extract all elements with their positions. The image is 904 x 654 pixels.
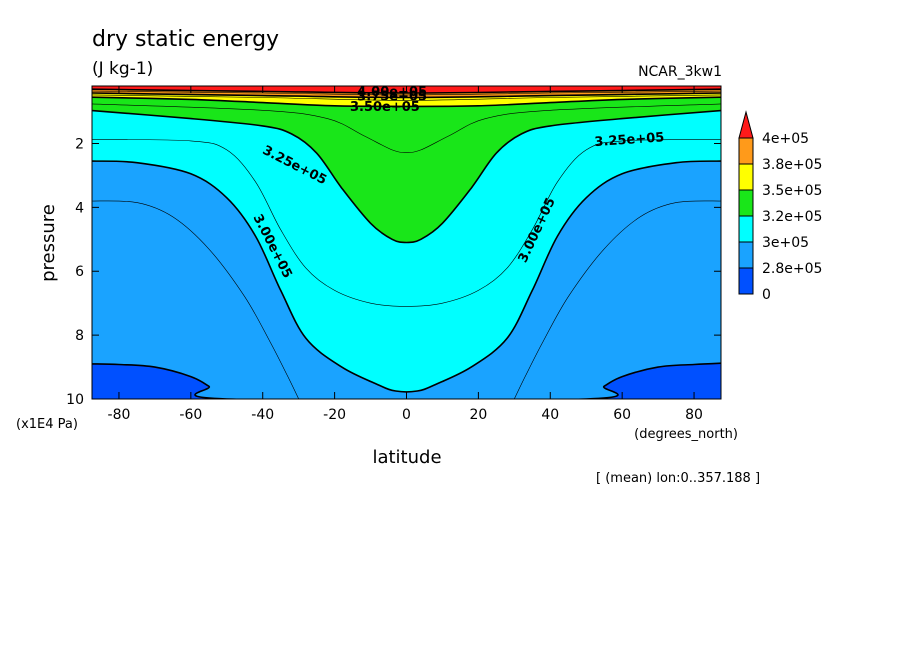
contour-line-375000 xyxy=(92,92,721,99)
y-tick-label: 10 xyxy=(66,392,84,408)
x-axis-ticks: -80 -60 -40 -20 0 20 40 60 80 xyxy=(108,86,703,423)
colorbar-label: 3.8e+05 xyxy=(762,157,822,173)
contour-label: 3.50e+05 xyxy=(350,100,420,115)
band-275000 xyxy=(92,363,721,399)
contour-thin-312500 xyxy=(92,139,721,307)
colorbar-segment xyxy=(738,137,754,165)
y-tick-label: 8 xyxy=(75,328,84,344)
contour-lines xyxy=(92,88,721,399)
contour-label-text: 3.50e+05 xyxy=(350,100,420,115)
contour-thin-287500 xyxy=(92,200,299,399)
contour-label-text: 3.75e+05 xyxy=(357,90,427,105)
contour-line-275000 xyxy=(92,362,721,399)
contour-fills xyxy=(92,86,721,399)
x-tick-label: 80 xyxy=(685,407,703,423)
footnote: [ (mean) lon:0..357.188 ] xyxy=(596,471,760,486)
x-tick-label: -60 xyxy=(179,407,202,423)
contour-label: 4.00e+05 xyxy=(357,85,427,100)
band-325000 xyxy=(92,86,721,243)
y-axis-ticks: 2 4 6 8 10 xyxy=(66,136,721,408)
experiment-label: NCAR_3kw1 xyxy=(638,64,722,80)
y-tick-label: 4 xyxy=(75,200,84,216)
chart-title: dry static energy xyxy=(92,27,279,52)
x-tick-label: 0 xyxy=(402,407,411,423)
colorbar-segment xyxy=(738,241,754,269)
colorbar-label: 3.5e+05 xyxy=(762,183,822,199)
colorbar-label: 2.8e+05 xyxy=(762,261,822,277)
x-tick-label: -20 xyxy=(323,407,346,423)
y-tick-label: 2 xyxy=(75,136,84,152)
contour-thin-287500 xyxy=(514,200,721,399)
colorbar: 4e+05 3.8e+05 3.5e+05 3.2e+05 3e+05 2.8e+05 0 xyxy=(738,110,822,303)
colorbar-segment xyxy=(738,215,754,243)
contour-thin-387500 xyxy=(92,90,721,96)
x-tick-label: -80 xyxy=(108,407,131,423)
x-axis-label: latitude xyxy=(372,447,441,468)
contour-label: 3.75e+05 xyxy=(357,90,427,105)
colorbar-overflow xyxy=(738,110,754,139)
colorbar-segment xyxy=(738,267,754,295)
contour-line-350000 xyxy=(92,96,721,108)
contour-label-text: 3.25e+05 xyxy=(594,130,665,150)
colorbar-label: 0 xyxy=(762,287,771,303)
y-axis-units: (x1E4 Pa) xyxy=(16,417,78,432)
chart-units: (J kg-1) xyxy=(92,59,153,79)
contour-thin-362500 xyxy=(92,94,721,101)
contour-line-300000 xyxy=(92,160,721,393)
plot-area: 4.00e+053.75e+053.50e+053.25e+053.25e+05… xyxy=(91,85,722,400)
contour-thin-337500 xyxy=(92,103,721,153)
contour-label: 3.25e+05 xyxy=(594,130,665,150)
x-tick-label: 20 xyxy=(469,407,487,423)
colorbar-label: 4e+05 xyxy=(762,131,809,147)
colorbar-label: 3e+05 xyxy=(762,235,809,251)
contour-label-text: 4.00e+05 xyxy=(357,85,427,100)
contour-line-325000 xyxy=(92,109,721,244)
x-tick-label: -40 xyxy=(251,407,274,423)
x-tick-label: 60 xyxy=(613,407,631,423)
colorbar-label: 3.2e+05 xyxy=(762,209,822,225)
x-axis-units: (degrees_north) xyxy=(634,427,738,442)
y-axis-label: pressure xyxy=(38,204,59,282)
y-tick-label: 6 xyxy=(75,264,84,280)
colorbar-segment xyxy=(738,189,754,217)
x-tick-label: 40 xyxy=(541,407,559,423)
colorbar-segment xyxy=(738,163,754,191)
